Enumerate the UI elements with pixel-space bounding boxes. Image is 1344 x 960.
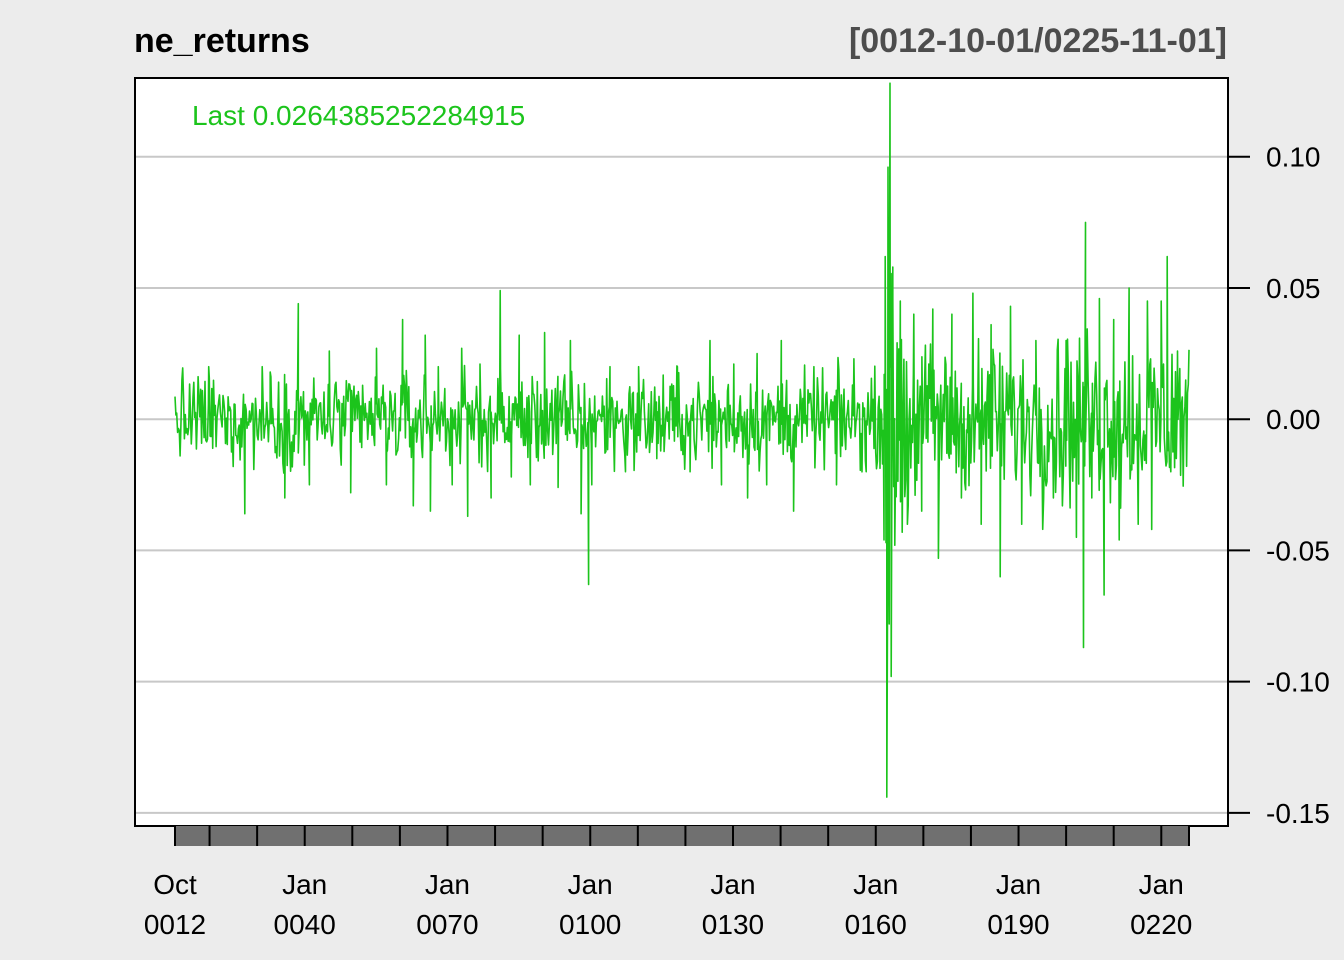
y-axis: 0.10 0.05 0.00 -0.05 -0.10 -0.15 <box>1228 142 1330 829</box>
x-tick-year-7: 0220 <box>1130 909 1192 940</box>
x-tick-month-7: Jan <box>1139 869 1184 900</box>
y-tick-label-4: -0.10 <box>1266 667 1330 698</box>
last-value-label: Last 0.0264385252284915 <box>192 100 525 131</box>
x-tick-year-5: 0160 <box>845 909 907 940</box>
x-tick-month-5: Jan <box>853 869 898 900</box>
x-tick-month-0: Oct <box>153 869 197 900</box>
chart-title: ne_returns <box>134 22 310 60</box>
x-tick-year-0: 0012 <box>144 909 206 940</box>
y-tick-label-3: -0.05 <box>1266 535 1330 566</box>
x-axis-bar <box>174 826 1190 846</box>
x-tick-year-6: 0190 <box>987 909 1049 940</box>
x-tick-month-1: Jan <box>282 869 327 900</box>
x-tick-year-2: 0070 <box>416 909 478 940</box>
y-tick-label-2: 0.00 <box>1266 404 1321 435</box>
x-tick-month-3: Jan <box>568 869 613 900</box>
x-tick-year-1: 0040 <box>274 909 336 940</box>
x-axis: Oct 0012 Jan 0040 Jan 0070 Jan 0100 Jan 0130 Jan 01… <box>144 869 1193 940</box>
series-ne-returns <box>174 82 1190 798</box>
x-tick-year-4: 0130 <box>702 909 764 940</box>
date-range: [0012-10-01/0225-11-01] <box>849 22 1227 60</box>
x-tick-month-6: Jan <box>996 869 1041 900</box>
x-tick-month-4: Jan <box>710 869 755 900</box>
x-tick-month-2: Jan <box>425 869 470 900</box>
y-tick-label-0: 0.10 <box>1266 142 1321 173</box>
plot-area <box>135 78 1228 826</box>
y-tick-label-1: 0.05 <box>1266 273 1321 304</box>
y-tick-label-5: -0.15 <box>1266 798 1330 829</box>
x-tick-year-3: 0100 <box>559 909 621 940</box>
x-axis-band <box>175 826 1189 846</box>
series-line <box>174 82 1190 798</box>
